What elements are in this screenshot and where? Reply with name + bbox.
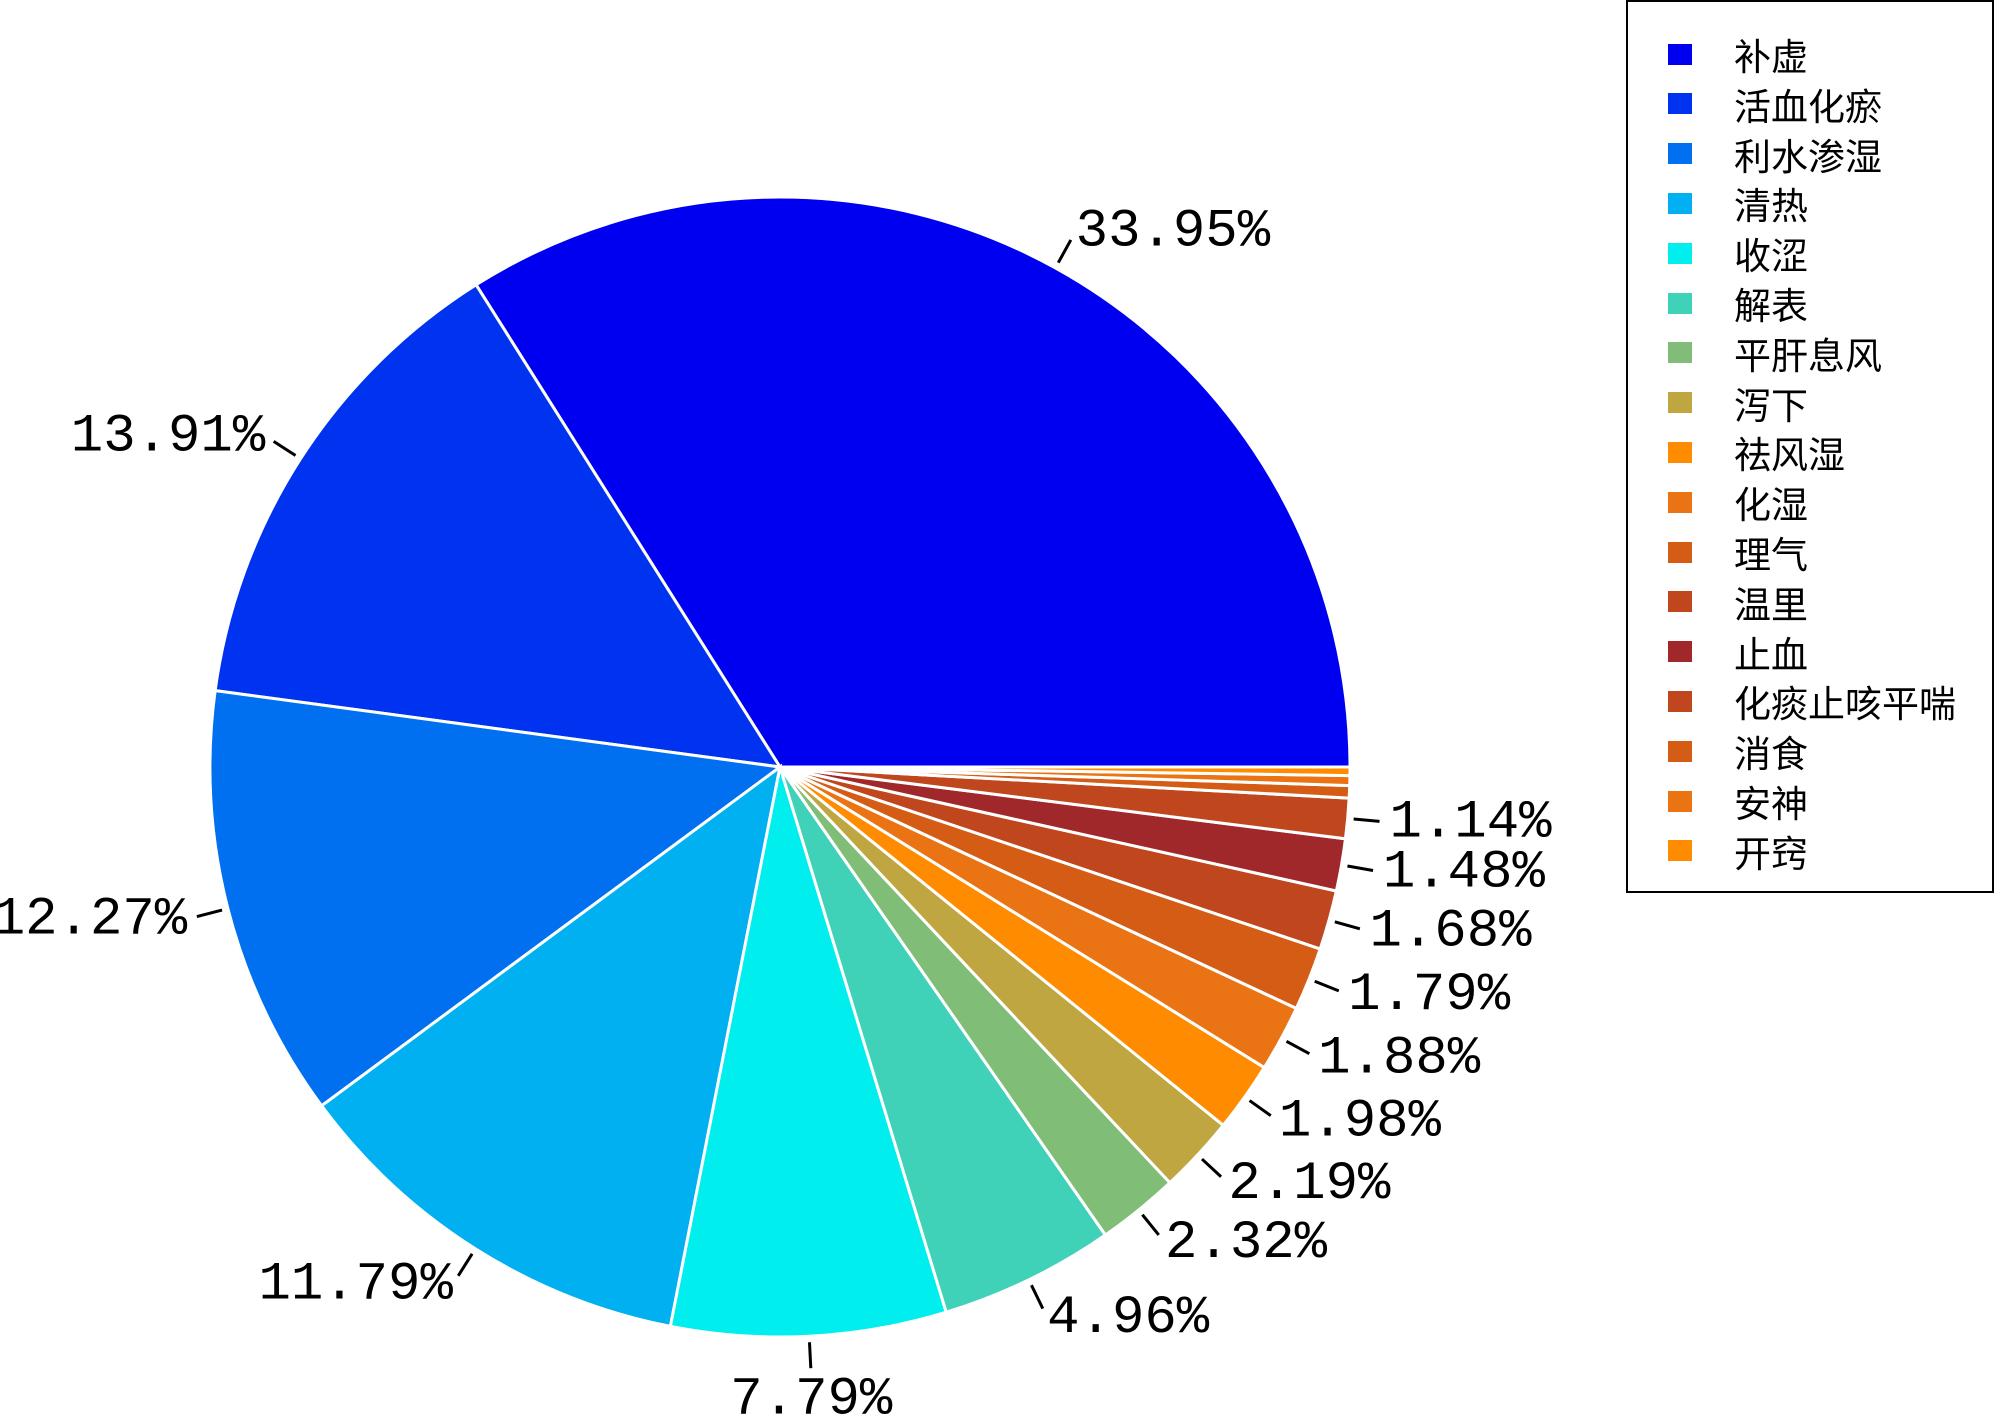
label-leader-line bbox=[1353, 817, 1380, 823]
pie-slice bbox=[208, 688, 784, 1108]
legend-label: 清热 bbox=[1734, 185, 1808, 229]
label-leader-line bbox=[807, 1342, 813, 1369]
legend-label: 止血 bbox=[1734, 633, 1808, 677]
legend-swatch bbox=[1668, 143, 1692, 165]
legend-label: 平肝息风 bbox=[1734, 334, 1882, 378]
legend-item: 清热 bbox=[1668, 181, 1808, 228]
legend-item: 祛风湿 bbox=[1668, 430, 1845, 477]
label-leader-line bbox=[272, 440, 297, 457]
legend-swatch bbox=[1668, 292, 1692, 314]
legend-item: 温里 bbox=[1668, 580, 1808, 627]
legend-swatch bbox=[1668, 342, 1692, 364]
legend-swatch bbox=[1668, 242, 1692, 264]
legend-swatch bbox=[1668, 491, 1692, 513]
legend-label: 利水渗湿 bbox=[1734, 135, 1882, 179]
legend-swatch bbox=[1668, 790, 1692, 812]
percent-label: 1.68% bbox=[1369, 902, 1532, 963]
legend-item: 消食 bbox=[1668, 729, 1808, 776]
percent-label: 1.48% bbox=[1383, 842, 1546, 903]
pie-slices bbox=[208, 195, 1352, 1339]
label-leader-lines bbox=[196, 239, 1380, 1369]
legend-item: 活血化瘀 bbox=[1668, 82, 1882, 129]
legend-swatch bbox=[1668, 441, 1692, 463]
legend-item: 开窍 bbox=[1668, 829, 1808, 876]
legend-swatch bbox=[1668, 690, 1692, 712]
percent-label: 2.32% bbox=[1165, 1213, 1328, 1274]
legend-label: 收涩 bbox=[1734, 235, 1808, 279]
percent-label: 11.79% bbox=[258, 1255, 453, 1316]
legend-item: 化湿 bbox=[1668, 480, 1808, 527]
percent-label: 12.27% bbox=[0, 889, 188, 950]
pie-slice bbox=[213, 282, 783, 769]
label-leader-line bbox=[1347, 864, 1374, 872]
legend-swatch bbox=[1668, 192, 1692, 214]
legend-item: 泻下 bbox=[1668, 381, 1808, 428]
legend-swatch bbox=[1668, 591, 1692, 613]
legend-label: 消食 bbox=[1734, 733, 1808, 777]
legend-swatch bbox=[1668, 740, 1692, 762]
legend-swatch bbox=[1668, 43, 1692, 65]
legend-item: 收涩 bbox=[1668, 231, 1808, 278]
label-leader-line bbox=[1141, 1213, 1160, 1236]
legend-swatch bbox=[1668, 641, 1692, 663]
legend-swatch bbox=[1668, 392, 1692, 414]
percent-label: 2.19% bbox=[1228, 1154, 1391, 1215]
percent-label: 4.96% bbox=[1047, 1288, 1210, 1349]
legend-label: 解表 bbox=[1734, 285, 1808, 328]
pie-slice bbox=[319, 763, 783, 1329]
legend-swatch bbox=[1668, 93, 1692, 115]
legend-label: 化湿 bbox=[1734, 484, 1808, 528]
pie-slice bbox=[779, 765, 1352, 778]
label-leader-line bbox=[1285, 1039, 1311, 1056]
percent-label: 33.95% bbox=[1076, 201, 1271, 262]
legend-item: 解表 bbox=[1668, 281, 1808, 328]
percent-label: 1.14% bbox=[1389, 793, 1552, 854]
legend-item: 化痰止咳平喘 bbox=[1668, 679, 1956, 726]
legend-item: 补虚 bbox=[1668, 32, 1808, 79]
legend-label: 安神 bbox=[1734, 783, 1808, 826]
legend-label: 理气 bbox=[1734, 534, 1808, 577]
legend-label: 温里 bbox=[1734, 583, 1808, 627]
label-leader-line bbox=[196, 908, 223, 918]
legend-swatch bbox=[1668, 840, 1692, 862]
legend-label: 化痰止咳平喘 bbox=[1734, 683, 1956, 727]
label-leader-line bbox=[1200, 1157, 1223, 1178]
legend-swatch bbox=[1668, 541, 1692, 563]
legend-label: 祛风湿 bbox=[1734, 434, 1845, 478]
legend-item: 安神 bbox=[1668, 779, 1808, 826]
percent-label: 7.79% bbox=[730, 1369, 893, 1426]
label-leader-line bbox=[1334, 920, 1361, 931]
label-leader-line bbox=[1248, 1099, 1272, 1117]
percent-label: 13.91% bbox=[71, 406, 266, 467]
percent-label: 1.79% bbox=[1348, 965, 1511, 1026]
legend-item: 理气 bbox=[1668, 530, 1808, 577]
percent-label: 1.98% bbox=[1279, 1092, 1442, 1153]
legend-item: 平肝息风 bbox=[1668, 331, 1882, 378]
legend-item: 利水渗湿 bbox=[1668, 132, 1882, 179]
label-leader-line bbox=[1314, 979, 1340, 993]
legend-item: 止血 bbox=[1668, 630, 1808, 677]
label-leader-line bbox=[1030, 1284, 1045, 1310]
legend: 补虚活血化瘀利水渗湿清热收涩解表平肝息风泻下祛风湿化湿理气温里止血化痰止咳平喘消… bbox=[1626, 0, 1994, 893]
percent-labels: 33.95% 13.91% 12.27% 11.79% 7.79% 4.96% 2.32%2… bbox=[0, 201, 1552, 1426]
pie-slice bbox=[474, 195, 1352, 769]
legend-label: 补虚 bbox=[1734, 36, 1808, 79]
pie-slice bbox=[778, 766, 1108, 1315]
pie-slice bbox=[668, 766, 949, 1339]
label-leader-line bbox=[1056, 239, 1073, 264]
legend-label: 活血化瘀 bbox=[1734, 85, 1882, 129]
label-leader-line bbox=[456, 1253, 474, 1277]
legend-label: 开窍 bbox=[1734, 832, 1808, 876]
percent-label: 1.88% bbox=[1318, 1029, 1481, 1090]
legend-label: 泻下 bbox=[1734, 384, 1808, 428]
